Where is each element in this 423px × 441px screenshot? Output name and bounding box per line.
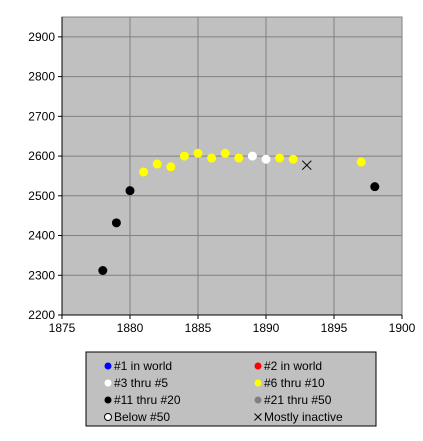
x-axis-tick-labels: 1875 1880 1885 1890 1895 1900 <box>49 321 416 335</box>
legend-label: #1 in world <box>114 359 172 373</box>
legend-label: #11 thru #20 <box>114 393 181 407</box>
data-point <box>370 182 380 192</box>
legend-marker <box>254 362 262 370</box>
x-tick-label: 1900 <box>389 321 416 335</box>
data-point <box>220 148 230 158</box>
legend-label: #2 in world <box>264 359 322 373</box>
y-tick-label: 2800 <box>28 70 55 84</box>
legend: #1 in world #2 in world #3 thru #5 #6 thru … <box>85 351 377 427</box>
data-point <box>193 148 203 158</box>
x-tick-label: 1895 <box>321 321 348 335</box>
legend-box <box>85 351 377 427</box>
y-tick-label: 2300 <box>28 268 55 282</box>
legend-marker <box>254 413 262 421</box>
y-tick-label: 2600 <box>28 149 55 163</box>
legend-marker <box>104 396 112 404</box>
y-tick-label: 2900 <box>28 30 55 44</box>
axes <box>58 17 403 319</box>
y-tick-label: 2400 <box>28 229 55 243</box>
legend-label: #3 thru #5 <box>114 376 168 390</box>
x-tick-label: 1875 <box>49 321 76 335</box>
data-point <box>179 151 189 161</box>
x-tick-label: 1880 <box>117 321 144 335</box>
legend-marker <box>104 379 112 387</box>
legend-label: #6 thru #10 <box>264 376 325 390</box>
data-point <box>139 167 149 177</box>
y-axis-tick-labels: 2200 2300 2400 2500 2600 2700 2800 2900 <box>28 30 55 322</box>
legend-marker <box>104 362 112 370</box>
data-point <box>247 151 257 161</box>
data-point <box>98 265 108 275</box>
y-tick-label: 2500 <box>28 189 55 203</box>
data-point <box>301 160 312 171</box>
data-point <box>261 154 271 164</box>
y-tick-label: 2700 <box>28 109 55 123</box>
data-point <box>125 186 135 196</box>
data-points <box>98 148 380 275</box>
data-point <box>356 157 366 167</box>
legend-marker <box>254 396 262 404</box>
data-point <box>166 162 176 172</box>
data-point <box>234 153 244 163</box>
legend-label: Mostly inactive <box>264 410 343 424</box>
data-point <box>275 153 285 163</box>
data-point <box>288 154 298 164</box>
x-tick-label: 1885 <box>185 321 212 335</box>
data-point <box>207 153 217 163</box>
gridlines <box>62 17 402 315</box>
data-point <box>152 159 162 169</box>
y-tick-label: 2200 <box>28 308 55 322</box>
legend-marker <box>104 413 112 421</box>
x-tick-label: 1890 <box>253 321 280 335</box>
plot-area <box>61 16 403 316</box>
legend-marker <box>254 379 262 387</box>
data-point <box>111 218 121 228</box>
legend-label: #21 thru #50 <box>264 393 332 407</box>
legend-label: Below #50 <box>114 410 170 424</box>
